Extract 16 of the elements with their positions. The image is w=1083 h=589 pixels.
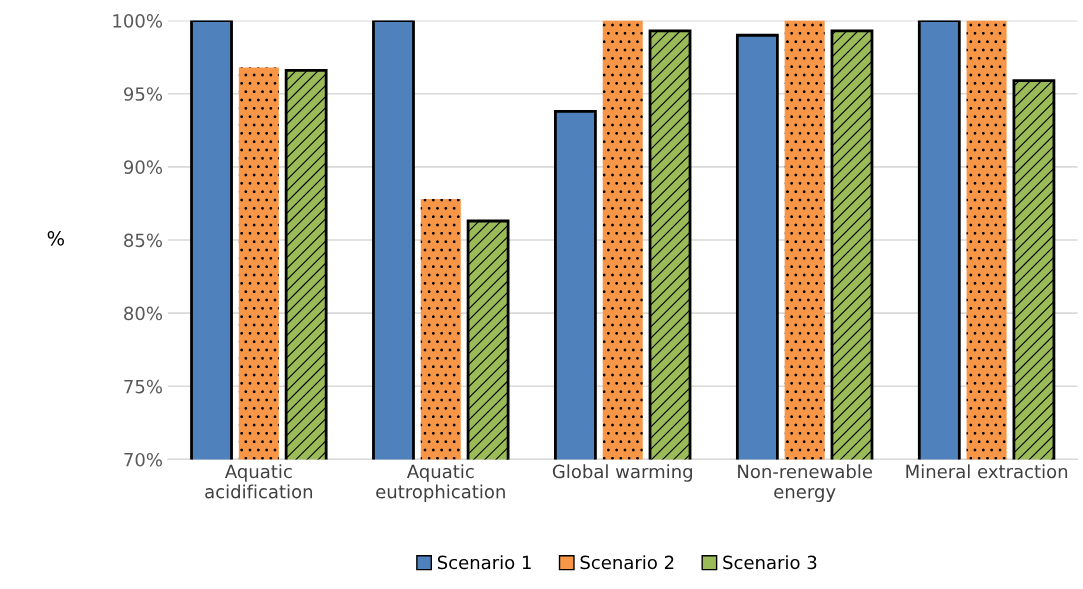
x-tick-label: Mineral extraction [906,464,1068,479]
y-axis-title: % [47,230,64,246]
x-tick-label: Aquatic acidification [205,464,313,499]
legend-label: Scenario 1 [437,555,531,570]
y-tick-label: 85% [124,233,163,248]
y-tick-label: 80% [124,306,163,321]
y-tick-label: 100% [113,14,163,28]
x-tick-label: Global warming [552,464,692,482]
x-tick-label: Aquatic eutrophication [376,464,505,502]
legend-label: Scenario 2 [580,555,674,570]
x-tick-label: Non-renewable energy [738,464,873,502]
y-tick-label: 90% [124,160,163,174]
y-tick-label: 70% [124,452,163,467]
legend-label: Scenario 3 [723,555,817,570]
y-tick-label: 95% [124,87,163,101]
y-tick-label: 75% [124,379,163,394]
